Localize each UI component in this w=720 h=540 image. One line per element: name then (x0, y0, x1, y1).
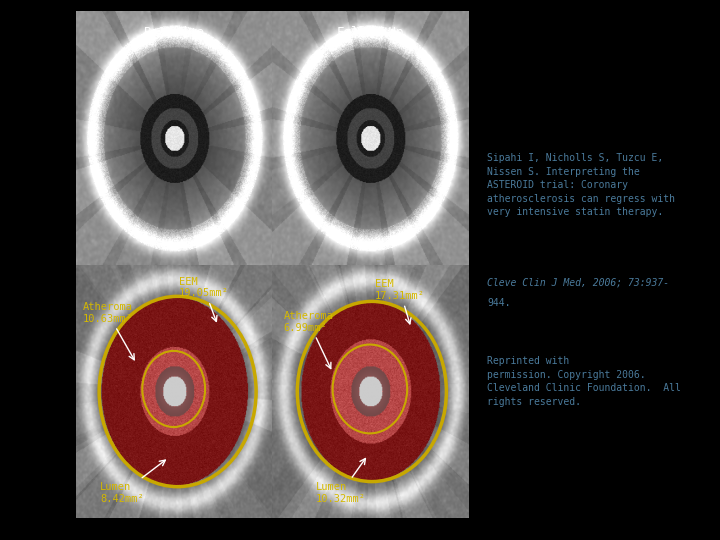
Text: Lumen
10.32mm²: Lumen 10.32mm² (316, 458, 366, 504)
Text: Reprinted with
permission. Copyright 2006.
Cleveland Clinic Foundation.  All
rig: Reprinted with permission. Copyright 200… (487, 356, 681, 407)
Text: Follow-Up: Follow-Up (336, 26, 404, 39)
Text: Sipahi I, Nicholls S, Tuzcu E,
Nissen S. Interpreting the
ASTEROID trial: Corona: Sipahi I, Nicholls S, Tuzcu E, Nissen S.… (487, 153, 675, 217)
Text: Atheroma
6.99mm²: Atheroma 6.99mm² (284, 311, 333, 369)
Text: 944.: 944. (487, 298, 510, 308)
Text: EEM
19.05mm²: EEM 19.05mm² (179, 276, 229, 321)
Text: Baseline: Baseline (144, 26, 204, 39)
Text: Lumen
8.42mm²: Lumen 8.42mm² (100, 460, 166, 504)
Text: Cleve Clin J Med, 2006; 73:937-: Cleve Clin J Med, 2006; 73:937- (487, 277, 669, 287)
Text: Atheroma
10.63mm²: Atheroma 10.63mm² (83, 302, 134, 360)
Text: EEM
17.31mm²: EEM 17.31mm² (375, 279, 425, 324)
